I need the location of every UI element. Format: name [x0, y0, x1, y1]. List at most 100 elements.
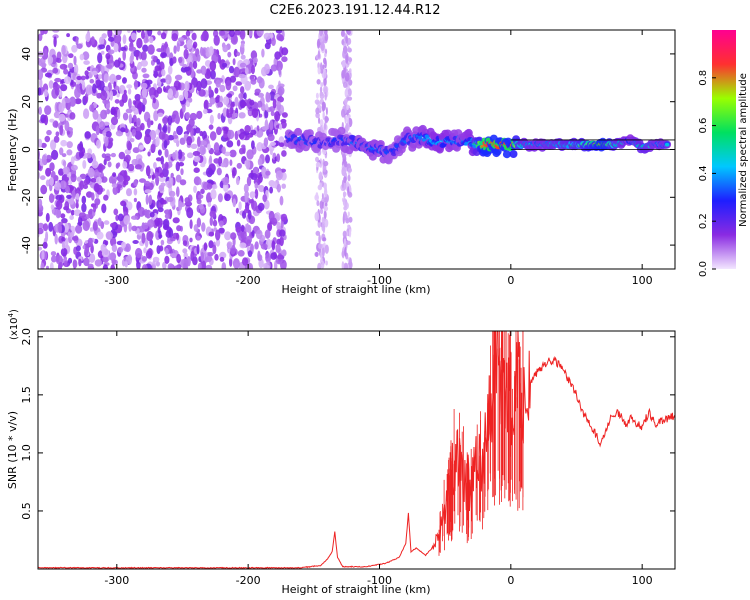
- heatmap-cell: [115, 214, 119, 221]
- heatmap-cell: [77, 143, 84, 152]
- heatmap-cell: [316, 79, 321, 85]
- heatmap-cell: [156, 48, 163, 53]
- heatmap-cell: [208, 46, 214, 56]
- heatmap-cell: [347, 45, 350, 53]
- heatmap-cell: [206, 254, 213, 263]
- heatmap-cell: [213, 35, 220, 46]
- snr-x-ticks: -300 -200 -100 0 100: [104, 331, 653, 587]
- heatmap-cell: [38, 246, 43, 251]
- heatmap-cell: [277, 86, 285, 96]
- heatmap-cell: [319, 252, 322, 258]
- heatmap-cell: [164, 213, 171, 220]
- heatmap-cell: [250, 173, 258, 180]
- heatmap-cell: [70, 209, 75, 216]
- heatmap-cell: [232, 198, 237, 208]
- heatmap-cell: [124, 260, 128, 268]
- heatmap-cell: [209, 60, 217, 72]
- heatmap-cell: [83, 108, 90, 119]
- heatmap-cell: [344, 247, 347, 257]
- heatmap-cell: [88, 253, 96, 263]
- snr-background: [38, 331, 675, 569]
- heatmap-cell: [249, 191, 256, 199]
- y-tick-label: 0.5: [20, 502, 33, 520]
- heatmap-cell: [173, 45, 177, 54]
- heatmap-cell: [124, 128, 129, 134]
- heatmap-cell: [314, 211, 320, 222]
- heatmap-cell: [219, 84, 226, 93]
- heatmap-cell: [48, 80, 54, 89]
- heatmap-cell: [79, 180, 84, 190]
- heatmap-cell: [207, 143, 211, 151]
- heatmap-cell: [177, 149, 183, 160]
- heatmap-cell: [125, 255, 133, 262]
- heatmap-cell: [325, 107, 328, 116]
- heatmap-cell: [61, 241, 66, 249]
- heatmap-cell: [205, 264, 213, 269]
- heatmap-cell: [131, 215, 138, 220]
- heatmap-cell: [348, 257, 352, 268]
- heatmap-cell: [203, 108, 208, 114]
- heatmap-cell: [100, 90, 108, 101]
- heatmap-cell: [59, 125, 64, 136]
- heatmap-cell: [133, 188, 138, 196]
- heatmap-cell: [264, 63, 270, 75]
- heatmap-cell: [244, 67, 249, 75]
- heatmap-cell: [64, 201, 70, 210]
- heatmap-cell: [173, 134, 179, 139]
- heatmap-cell: [216, 126, 222, 136]
- heatmap-cell: [146, 230, 154, 242]
- colorbar-tick-label: 0.8: [698, 70, 709, 86]
- heatmap-cell: [75, 224, 83, 234]
- heatmap-cell: [93, 204, 97, 213]
- heatmap-cell: [238, 73, 246, 79]
- heatmap-cell: [120, 127, 126, 133]
- heatmap-cell: [265, 92, 271, 103]
- heatmap-cell: [100, 109, 108, 120]
- heatmap-cell: [149, 212, 155, 218]
- heatmap-cell: [319, 200, 324, 210]
- heatmap-cell: [87, 167, 95, 178]
- heatmap-cell: [123, 89, 127, 95]
- heatmap-cell: [317, 126, 322, 133]
- heatmap-cell: [232, 58, 236, 66]
- heatmap-cell: [68, 53, 74, 59]
- heatmap-cell: [102, 256, 109, 263]
- heatmap-cell: [240, 224, 245, 232]
- heatmap-cell: [315, 192, 319, 199]
- heatmap-cell: [200, 251, 204, 262]
- heatmap-cell: [227, 129, 235, 140]
- heatmap-cell: [243, 92, 247, 100]
- heatmap-cell: [133, 197, 137, 203]
- heatmap-cell: [229, 107, 234, 115]
- heatmap-cell: [267, 133, 275, 142]
- heatmap-cell: [65, 177, 69, 181]
- heatmap-cell: [263, 32, 271, 40]
- heatmap-cell: [41, 154, 47, 165]
- y-tick-label: 20: [20, 95, 33, 109]
- heatmap-cell: [209, 131, 217, 141]
- heatmap-cell: [251, 108, 259, 118]
- heatmap-cell: [241, 144, 246, 149]
- heatmap-cell: [281, 112, 288, 118]
- heatmap-cell: [162, 126, 167, 133]
- heatmap-cell: [113, 33, 122, 45]
- heatmap-cell: [347, 167, 352, 173]
- heatmap-cell: [72, 259, 77, 269]
- heatmap-cell: [217, 193, 223, 203]
- heatmap-cell: [343, 262, 349, 269]
- heatmap-cell: [184, 80, 190, 92]
- heatmap-cell: [244, 124, 251, 133]
- heatmap-cell: [129, 138, 135, 143]
- heatmap-cell: [69, 215, 74, 220]
- heatmap-cell: [124, 154, 131, 162]
- heatmap-cell: [216, 167, 222, 176]
- heatmap-cell: [153, 162, 157, 169]
- heatmap-cell: [97, 164, 102, 173]
- heatmap-cell: [167, 65, 173, 75]
- heatmap-cell: [203, 242, 208, 251]
- heatmap-cell: [40, 184, 48, 195]
- heatmap-cell: [196, 217, 202, 228]
- heatmap-cell: [280, 168, 286, 173]
- heatmap-cell: [135, 50, 139, 61]
- heatmap-cell: [213, 158, 220, 164]
